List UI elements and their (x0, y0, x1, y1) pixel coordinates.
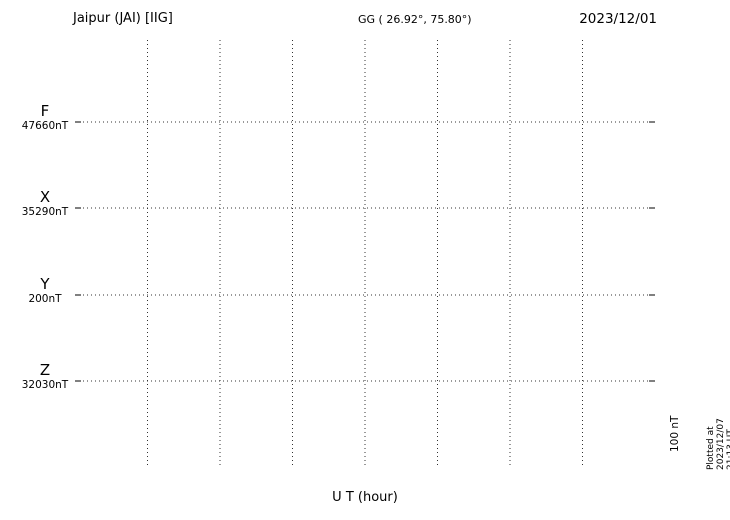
component-baseline-Y: 200nT (28, 293, 62, 305)
station-title: Jaipur (JAI) [IIG] (73, 11, 173, 26)
component-label-F: F 47660nT (14, 102, 76, 133)
geographic-coordinates: GG ( 26.92°, 75.80°) (358, 13, 472, 26)
component-letter-F: F (40, 102, 50, 120)
component-label-Y: Y 200nT (14, 275, 76, 306)
component-baseline-X: 35290nT (21, 206, 69, 218)
component-label-Z: Z 32030nT (14, 361, 76, 392)
x-axis-label: U T (hour) (332, 490, 398, 505)
plotted-at-note: Plotted at 2023/12/07 21:13 UT (706, 418, 730, 470)
component-letter-Z: Z (39, 361, 51, 379)
component-letter-Y: Y (40, 275, 50, 293)
scale-bar-label: 100 nT (669, 415, 681, 452)
gridlines (75, 40, 655, 468)
plot-date: 2023/12/01 (579, 11, 657, 27)
component-baseline-Z: 32030nT (21, 379, 69, 391)
component-baseline-F: 47660nT (21, 120, 69, 132)
component-label-X: X 35290nT (14, 188, 76, 219)
component-letter-X: X (39, 188, 51, 206)
